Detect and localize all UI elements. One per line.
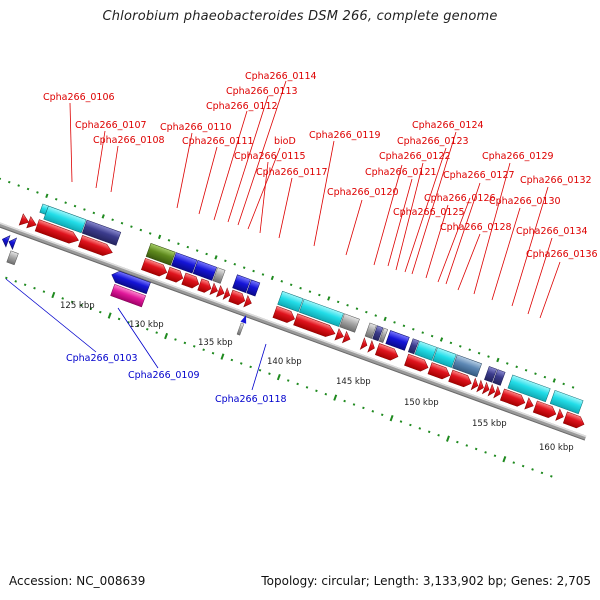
gene-label[interactable]: Cpha266_0127 xyxy=(443,170,515,181)
inner-tick-ruler xyxy=(5,276,553,478)
gene-label[interactable]: Cpha266_0121 xyxy=(365,167,437,178)
gene-label[interactable]: Cpha266_0114 xyxy=(245,71,317,82)
gene-label[interactable]: Cpha266_0132 xyxy=(520,175,592,186)
gene-label[interactable]: Cpha266_0118 xyxy=(215,394,287,405)
gene-label[interactable]: Cpha266_0128 xyxy=(440,222,512,233)
gene-label[interactable]: Cpha266_0136 xyxy=(526,249,598,260)
gene-label[interactable]: Cpha266_0125 xyxy=(393,207,465,218)
forward-cds-row xyxy=(39,203,584,415)
kbp-label: 135 kbp xyxy=(198,338,233,348)
gene-label[interactable]: Cpha266_0119 xyxy=(309,130,381,141)
gene-label[interactable]: Cpha266_0108 xyxy=(93,135,165,146)
gene-label[interactable]: Cpha266_0134 xyxy=(516,226,588,237)
gene-label[interactable]: Cpha266_0129 xyxy=(482,151,554,162)
gene-label[interactable]: Cpha266_0110 xyxy=(160,122,232,133)
gene-label[interactable]: Cpha266_0103 xyxy=(66,353,138,364)
gene-label[interactable]: Cpha266_0112 xyxy=(206,101,278,112)
gene-label[interactable]: Cpha266_0109 xyxy=(128,370,200,381)
kbp-labels: 125 kbp 130 kbp 135 kbp 140 kbp 145 kbp … xyxy=(60,301,574,453)
gene-label[interactable]: Cpha266_0106 xyxy=(43,92,115,103)
map-title: Chlorobium phaeobacteroides DSM 266, com… xyxy=(102,9,498,24)
gene-label[interactable]: Cpha266_0117 xyxy=(256,167,328,178)
gene-label[interactable]: Cpha266_0111 xyxy=(182,136,254,147)
gene-label[interactable]: Cpha266_0130 xyxy=(489,196,561,207)
kbp-label: 150 kbp xyxy=(404,398,439,408)
gene-label[interactable]: Cpha266_0124 xyxy=(412,120,484,131)
kbp-label: 130 kbp xyxy=(129,320,164,330)
outer-tick-ruler xyxy=(0,177,575,389)
reverse-gene-labels: Cpha266_0103 Cpha266_0109 Cpha266_0118 xyxy=(66,353,287,405)
kbp-label: 125 kbp xyxy=(60,301,95,311)
gene-label[interactable]: Cpha266_0113 xyxy=(226,86,298,97)
gene-label[interactable]: Cpha266_0107 xyxy=(75,120,147,131)
kbp-label: 145 kbp xyxy=(336,377,371,387)
gene-label[interactable]: Cpha266_0126 xyxy=(424,193,496,204)
kbp-label: 155 kbp xyxy=(472,419,507,429)
gene-label[interactable]: Cpha266_0115 xyxy=(234,151,306,162)
forward-gene-arrows xyxy=(18,213,585,429)
genome-summary: Topology: circular; Length: 3,133,902 bp… xyxy=(261,574,591,588)
gene-label[interactable]: bioD xyxy=(274,136,296,147)
accession-text: Accession: NC_008639 xyxy=(9,574,146,588)
reverse-leader-lines xyxy=(5,278,267,391)
forward-gene-labels: Cpha266_0106 Cpha266_0107 Cpha266_0108 C… xyxy=(43,71,598,260)
gene-label[interactable]: Cpha266_0122 xyxy=(379,151,451,162)
kbp-label: 140 kbp xyxy=(267,357,302,367)
genome-backbone xyxy=(0,189,587,441)
kbp-label: 160 kbp xyxy=(539,443,574,453)
genome-track xyxy=(0,177,587,478)
forward-leader-lines xyxy=(69,80,561,319)
gene-label[interactable]: Cpha266_0120 xyxy=(327,187,399,198)
reverse-gene-arrows xyxy=(1,235,247,336)
gene-label[interactable]: Cpha266_0123 xyxy=(397,136,469,147)
